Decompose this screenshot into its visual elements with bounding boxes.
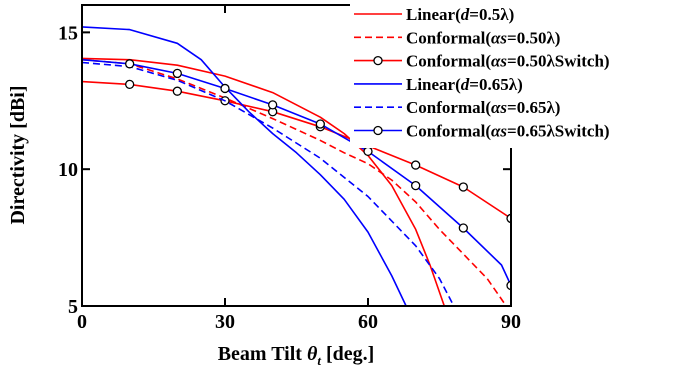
y-tick-label-10: 10 [58, 159, 78, 181]
axis-ticks: 0 30 60 90 5 10 15 [58, 5, 521, 333]
legend-label-part: =0.50λSwitch) [507, 52, 610, 71]
legend-label-part: =0.65λSwitch) [507, 122, 610, 141]
legend: Linear(d=0.5λ)Conformal(αs=0.50λ)Conform… [354, 5, 610, 141]
data-point-conformal-s-0-50-switch-70 [411, 160, 421, 170]
data-point-conformal-s-0-50-switch-80 [458, 182, 468, 192]
legend-label-part: =0.50λ) [507, 28, 560, 47]
series-line-conformal-s-0-50 [82, 58, 507, 306]
legend-label-symbol: d [461, 75, 470, 94]
x-axis-title-subscript: t [317, 353, 321, 368]
x-axis-title: Beam Tilt θt [deg.] [218, 343, 375, 368]
legend-label-symbol: d [461, 5, 470, 24]
data-point-conformal-s-0-65-switch-60 [363, 146, 373, 157]
legend-label-linear-d-0-65: Linear(d=0.65λ) [406, 75, 523, 94]
legend-label-part: =0.65λ) [507, 98, 560, 117]
series-line-linear-d-0-65 [82, 26, 407, 306]
series-line-linear-d-0-5 [82, 57, 446, 306]
series-line-conformal-s-0-50-switch [82, 80, 511, 220]
data-point-conformal-s-0-50-switch-10 [125, 79, 135, 90]
x-tick-label-60: 60 [358, 311, 378, 333]
series-layer [82, 26, 511, 306]
x-axis-title-unit: [deg.] [321, 343, 374, 365]
data-point-conformal-s-0-50-switch-20 [172, 86, 182, 96]
legend-label-symbol: αs [491, 52, 507, 71]
legend-label-conformal-s-0-50: Conformal(αs=0.50λ) [406, 28, 560, 47]
x-tick-label-30: 30 [215, 311, 235, 333]
legend-label-part: =0.5λ) [469, 5, 514, 24]
x-tick-label-0: 0 [77, 311, 87, 333]
data-point-conformal-s-0-65-switch-10 [125, 59, 135, 69]
data-point-conformal-s-0-65-switch-30 [220, 83, 230, 94]
plot-frame [81, 4, 512, 307]
data-point-conformal-s-0-65-switch-70 [411, 180, 421, 191]
series-line-conformal-s-0-65 [82, 61, 455, 306]
legend-label-part: Linear( [406, 75, 461, 94]
legend-label-part: Linear( [406, 5, 461, 24]
data-point-conformal-s-0-65-switch-50 [315, 119, 325, 129]
legend-label-part: Conformal( [406, 98, 491, 117]
x-axis-title-main: Beam Tilt [218, 343, 307, 365]
y-tick-label-15: 15 [58, 22, 78, 44]
data-point-conformal-s-0-65-switch-40 [268, 100, 278, 110]
y-tick-label-5: 5 [68, 296, 78, 318]
legend-label-conformal-s-0-65: Conformal(αs=0.65λ) [406, 98, 560, 117]
legend-label-linear-d-0-5: Linear(d=0.5λ) [406, 5, 514, 24]
legend-label-part: Conformal( [406, 52, 491, 71]
data-point-conformal-s-0-65-switch-20 [172, 68, 182, 79]
legend-label-conformal-s-0-50-switch: Conformal(αs=0.50λSwitch) [406, 52, 610, 71]
legend-label-part: =0.65λ) [469, 75, 522, 94]
x-tick-label-90: 90 [501, 311, 521, 333]
legend-label-conformal-s-0-65-switch: Conformal(αs=0.65λSwitch) [406, 122, 610, 141]
legend-marker-conformal-s-0-50-switch [373, 55, 383, 66]
legend-marker-conformal-s-0-65-switch [373, 125, 383, 136]
legend-label-symbol: αs [491, 122, 507, 141]
legend-label-part: Conformal( [406, 28, 491, 47]
legend-label-part: Conformal( [406, 122, 491, 141]
legend-label-symbol: αs [491, 28, 507, 47]
legend-background [350, 2, 677, 148]
data-point-conformal-s-0-65-switch-80 [458, 223, 468, 233]
x-axis-title-symbol: θ [307, 343, 318, 365]
legend-label-symbol: αs [491, 98, 507, 117]
y-axis-title: Directivity [dBi] [7, 85, 29, 224]
